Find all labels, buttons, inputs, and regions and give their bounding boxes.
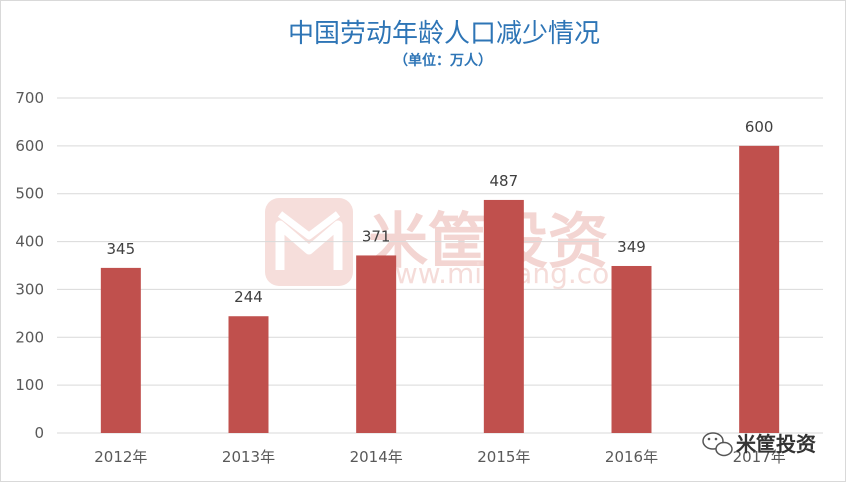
x-tick-label: 2015年	[477, 448, 530, 466]
x-tick-label: 2016年	[605, 448, 658, 466]
x-tick-label: 2014年	[350, 448, 403, 466]
wechat-icon	[702, 432, 733, 457]
y-tick-label: 600	[15, 137, 44, 155]
data-label: 349	[617, 238, 646, 256]
data-label: 244	[234, 288, 263, 306]
y-tick-label: 0	[34, 424, 44, 442]
gridlines	[57, 97, 823, 434]
data-label: 600	[745, 118, 774, 136]
y-tick-label: 500	[15, 185, 44, 203]
data-label: 371	[362, 227, 391, 245]
watermark: 米筐投资 www.mikuang.com	[265, 198, 637, 290]
x-tick-label: 2017年	[733, 448, 786, 466]
bar	[739, 145, 780, 433]
y-tick-label: 200	[15, 328, 44, 346]
y-tick-label: 400	[15, 233, 44, 251]
brand-text: 米筐投资	[736, 432, 816, 456]
data-label: 345	[107, 240, 136, 258]
data-labels: 345 244 371 487 349 600	[107, 118, 774, 306]
bar	[483, 199, 524, 433]
y-axis-ticks: 0 100 200 300 400 500 600 700	[15, 89, 44, 442]
chart-title: 中国劳动年龄人口减少情况	[288, 19, 600, 49]
x-tick-label: 2013年	[222, 448, 275, 466]
bar	[611, 265, 652, 433]
bar	[228, 316, 269, 433]
bars	[100, 145, 780, 433]
data-label: 487	[490, 172, 519, 190]
y-tick-label: 100	[15, 376, 44, 394]
y-tick-label: 300	[15, 280, 44, 298]
brand-badge: 米筐投资	[702, 432, 816, 457]
chart-subtitle: （单位：万人）	[394, 52, 492, 69]
x-tick-label: 2012年	[94, 448, 147, 466]
x-axis-ticks: 2012年 2013年 2014年 2015年 2016年 2017年	[94, 448, 786, 466]
bar	[100, 267, 141, 433]
bar	[356, 255, 397, 433]
y-tick-label: 700	[15, 89, 44, 107]
